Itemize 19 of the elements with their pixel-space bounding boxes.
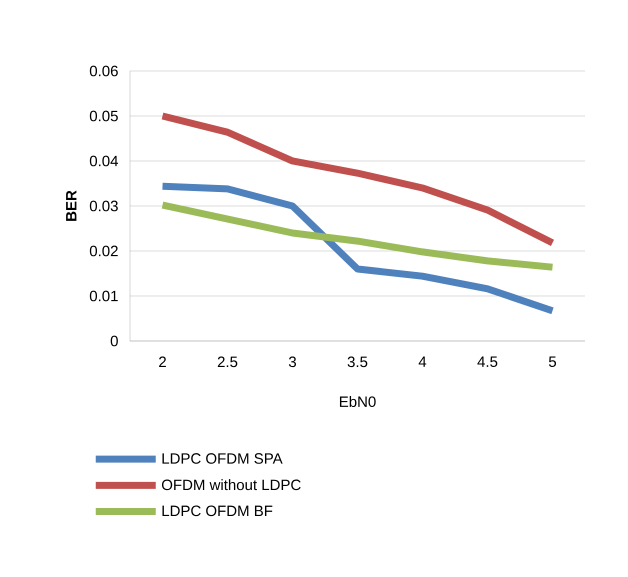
y-tick-label: 0.01	[90, 290, 118, 302]
legend-label: LDPC OFDM SPA	[162, 453, 283, 464]
y-tick-label: 0.06	[90, 66, 118, 76]
x-axis-title: EbN0	[340, 396, 376, 408]
legend-label: LDPC OFDM BF	[162, 506, 272, 516]
y-axis-title: BER	[66, 190, 76, 221]
y-tick-label: 0.05	[90, 110, 118, 122]
x-tick-label: 4.5	[477, 356, 498, 367]
legend-label: OFDM without LDPC	[162, 479, 301, 490]
x-tick-label: 4	[418, 356, 426, 367]
x-tick-label: 3	[288, 356, 296, 368]
x-tick-label: 2	[159, 356, 166, 367]
x-tick-label: 2.5	[218, 356, 238, 368]
y-tick-label: 0.03	[90, 200, 118, 212]
x-tick-label: 3.5	[348, 356, 368, 368]
y-tick-label: 0.04	[90, 156, 118, 166]
y-tick-label: 0	[110, 336, 118, 346]
x-tick-label: 5	[548, 356, 556, 367]
y-tick-label: 0.02	[90, 246, 118, 256]
